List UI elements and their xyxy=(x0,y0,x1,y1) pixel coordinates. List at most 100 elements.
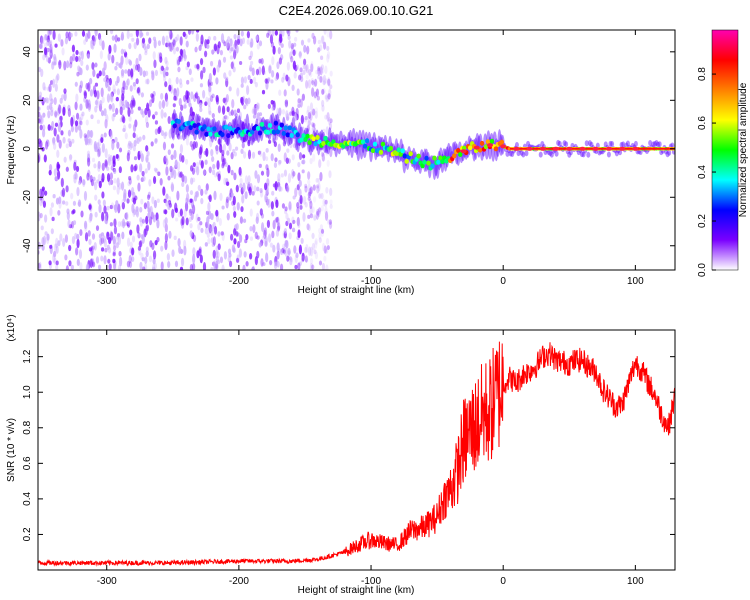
spectrogram-noise-blob xyxy=(70,264,75,270)
spectrogram-peak-dot xyxy=(500,144,507,149)
spectrogram-noise-blob xyxy=(299,98,303,108)
spectrogram-noise-blob xyxy=(97,148,101,158)
spectrogram-noise-blob xyxy=(196,161,200,169)
spectrogram-noise-blob xyxy=(219,192,223,201)
spectrogram-signal-halo xyxy=(648,139,653,146)
spectrogram-noise-blob xyxy=(309,71,313,78)
spectrogram-noise-blob xyxy=(322,198,326,207)
spectrogram-noise-blob xyxy=(271,230,275,239)
spectrogram-noise-blob xyxy=(62,106,66,116)
spectrogram-noise-blob xyxy=(48,163,53,172)
spectrogram-noise-blob xyxy=(310,60,314,71)
spectrogram-noise-blob xyxy=(208,135,212,142)
spectrogram-noise-blob xyxy=(175,46,180,52)
spectrogram-noise-blob xyxy=(119,117,123,123)
spectrogram-noise-blob xyxy=(38,106,41,111)
spectrogram-signal-halo xyxy=(419,149,424,163)
spectrogram-noise-blob xyxy=(267,77,271,82)
spectrogram-noise-blob xyxy=(126,30,130,40)
spectrogram-noise-blob xyxy=(196,30,200,33)
spectrogram-noise-blob xyxy=(221,264,225,270)
spectrogram-noise-blob xyxy=(121,231,125,240)
spectrogram-signal-core xyxy=(438,155,443,161)
spectrogram-noise-blob xyxy=(312,123,316,133)
spectrogram-signal-halo xyxy=(516,150,521,157)
spectrogram-noise-blob xyxy=(100,237,104,245)
spectrogram-noise-blob xyxy=(294,187,298,198)
colorbar-tick-label: 0.6 xyxy=(697,116,708,130)
spectrogram-noise-blob xyxy=(189,190,194,196)
spectrogram-noise-blob xyxy=(249,253,253,260)
spectrogram-noise-blob xyxy=(297,230,301,238)
spectrogram-signal-core xyxy=(249,129,255,135)
spectrogram-noise-blob xyxy=(167,260,171,268)
spectrogram-noise-blob xyxy=(326,30,330,38)
spectrogram-noise-blob xyxy=(153,199,158,209)
spectrogram-noise-blob xyxy=(314,78,318,87)
spectrogram-noise-blob xyxy=(132,197,137,205)
spectrogram-noise-blob xyxy=(104,159,108,167)
spectrogram-noise-blob xyxy=(74,171,78,180)
spectrogram-noise-blob xyxy=(64,234,69,243)
spectrogram-noise-blob xyxy=(65,143,69,149)
spectrogram-noise-blob xyxy=(118,147,123,153)
spectrogram-noise-blob xyxy=(120,31,125,41)
spectrogram-signal-core xyxy=(194,129,199,135)
spectrogram-noise-blob xyxy=(81,111,85,117)
spectrogram-noise-blob xyxy=(285,116,290,121)
spectrogram-noise-blob xyxy=(251,151,256,159)
spectrogram-signal-core xyxy=(305,133,310,139)
spectrogram-noise-blob xyxy=(327,93,331,100)
spectrogram-noise-blob xyxy=(329,147,333,158)
spectrogram-noise-blob xyxy=(112,238,117,248)
spectrogram-noise-blob xyxy=(229,55,234,60)
spectrogram-noise-blob xyxy=(246,85,250,96)
spectrogram-noise-blob xyxy=(96,119,101,124)
spectrogram-noise-blob xyxy=(177,66,181,73)
spectrogram-noise-blob xyxy=(189,140,193,147)
spectrogram-noise-blob xyxy=(223,157,227,165)
spectrogram-noise-blob xyxy=(275,72,280,80)
spectrogram-noise-blob xyxy=(212,260,217,269)
spectrogram-signal-halo xyxy=(564,141,569,148)
spectrogram-noise-blob xyxy=(54,83,58,92)
spectrogram-noise-blob xyxy=(193,194,198,202)
spectrogram-noise-blob xyxy=(128,115,132,122)
spectrogram-noise-blob xyxy=(327,219,331,225)
spectrogram-noise-blob xyxy=(111,102,115,113)
spectrogram-noise-blob xyxy=(109,129,113,140)
spectrogram-signal-halo xyxy=(618,149,623,156)
spectrogram-signal-halo xyxy=(538,151,543,158)
spectrogram-noise-blob xyxy=(294,264,298,270)
spectrogram-noise-blob xyxy=(235,223,239,231)
spectrogram-noise-blob xyxy=(312,81,316,87)
spectrogram-noise-blob xyxy=(188,208,193,216)
spectrogram-noise-blob xyxy=(290,55,294,63)
spectrogram-noise-blob xyxy=(271,190,275,196)
spectrogram-noise-blob xyxy=(111,140,115,151)
spectrogram-noise-blob xyxy=(258,241,262,248)
spectrogram-x-tick-label: 0 xyxy=(500,276,506,287)
spectrogram-noise-blob xyxy=(303,117,307,123)
spectrogram-noise-blob xyxy=(153,262,157,270)
spectrogram-noise-blob xyxy=(288,205,292,212)
spectrogram-noise-blob xyxy=(243,76,247,84)
spectrogram-noise-blob xyxy=(45,55,50,63)
spectrogram-noise-blob xyxy=(111,54,115,64)
spectrogram-signal-core xyxy=(364,138,370,144)
spectrogram-noise-blob xyxy=(121,93,125,102)
spectrogram-noise-blob xyxy=(63,91,67,102)
spectrogram-noise-blob xyxy=(296,216,300,227)
spectrogram-noise-blob xyxy=(101,211,105,222)
spectrogram-peak-dot xyxy=(605,146,612,151)
spectrogram-noise-blob xyxy=(164,232,168,243)
spectrogram-noise-blob xyxy=(195,32,199,42)
spectrogram-noise-blob xyxy=(75,247,79,256)
spectrogram-noise-blob xyxy=(150,93,154,98)
spectrogram-signal-core xyxy=(192,123,197,129)
spectrogram-noise-blob xyxy=(90,39,94,49)
spectrogram-noise-blob xyxy=(284,247,288,258)
spectrogram-noise-blob xyxy=(249,67,253,72)
